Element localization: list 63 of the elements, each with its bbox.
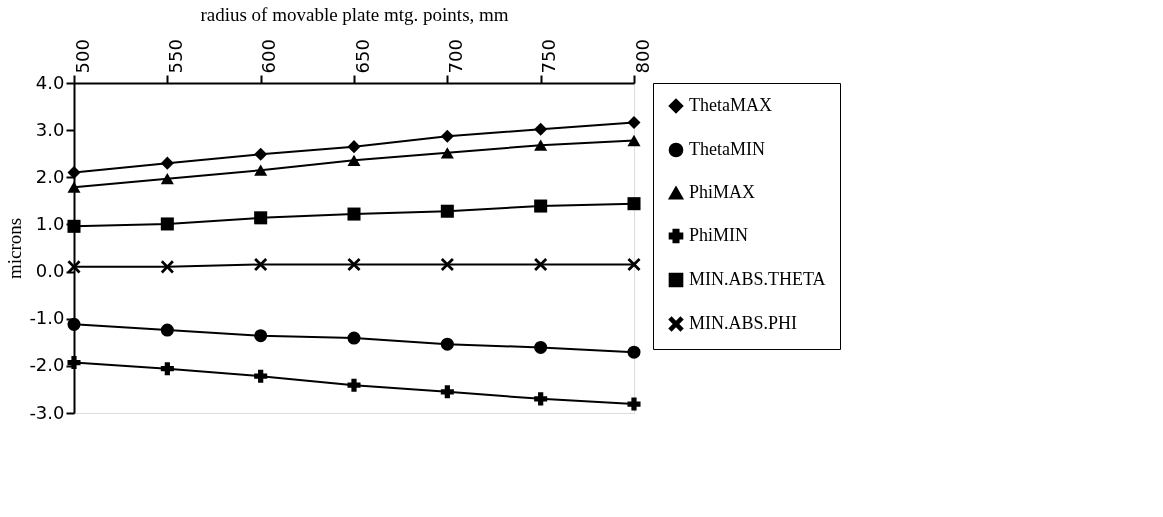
point	[627, 116, 641, 130]
point	[67, 317, 81, 331]
point	[254, 329, 268, 343]
point	[67, 181, 81, 193]
y-axis-title: microns	[4, 217, 26, 280]
point	[534, 139, 548, 151]
x-tick-label: 700	[444, 39, 466, 74]
y-tick-label: 3.0	[35, 118, 65, 140]
point	[534, 392, 548, 406]
point	[160, 362, 174, 376]
point	[627, 197, 641, 211]
x-tick-label: 550	[164, 39, 186, 74]
point	[347, 331, 361, 345]
point	[254, 164, 268, 176]
point	[627, 134, 641, 147]
point	[67, 260, 81, 274]
legend-label: MIN.ABS.PHI	[689, 313, 798, 333]
y-tick-label: -3.0	[29, 401, 65, 423]
point	[440, 147, 454, 159]
point	[160, 156, 174, 170]
x-tick-label: 500	[71, 39, 93, 74]
legend-label: PhiMAX	[689, 182, 756, 202]
x-tick-label: 750	[538, 39, 560, 74]
point	[440, 257, 454, 272]
point	[440, 385, 454, 399]
legend-label: ThetaMAX	[689, 95, 772, 115]
y-tick-label: 0.0	[35, 260, 65, 282]
point	[254, 147, 268, 161]
point	[254, 211, 268, 225]
point	[347, 207, 361, 221]
point	[627, 257, 641, 272]
point	[67, 166, 81, 180]
point	[534, 199, 548, 213]
y-tick-label: -2.0	[29, 354, 65, 376]
point	[347, 154, 361, 166]
point	[534, 257, 548, 272]
legend-label: MIN.ABS.THETA	[689, 269, 826, 289]
point	[347, 378, 361, 392]
point	[440, 204, 454, 218]
point	[347, 140, 361, 154]
point	[254, 257, 268, 272]
point	[534, 340, 548, 354]
point	[627, 397, 641, 411]
point	[347, 257, 361, 272]
legend-label: ThetaMIN	[689, 139, 765, 159]
point	[254, 369, 268, 383]
point	[534, 122, 548, 136]
x-axis-title: radius of movable plate mtg. points, mm	[200, 4, 509, 26]
y-tick-label: 1.0	[35, 212, 65, 234]
x-tick-label: 650	[351, 39, 373, 74]
y-tick-label: 2.0	[35, 165, 65, 187]
y-tick-label: 4.0	[35, 71, 65, 93]
point	[440, 337, 454, 351]
y-tick-label: -1.0	[29, 307, 65, 329]
point	[440, 129, 454, 143]
x-tick-label: 600	[258, 39, 280, 74]
x-tick-label: 800	[631, 39, 653, 74]
point	[160, 323, 174, 337]
point	[160, 217, 174, 231]
point	[160, 260, 174, 274]
legend-label: PhiMIN	[689, 225, 749, 245]
point	[160, 173, 174, 185]
point	[627, 345, 641, 359]
